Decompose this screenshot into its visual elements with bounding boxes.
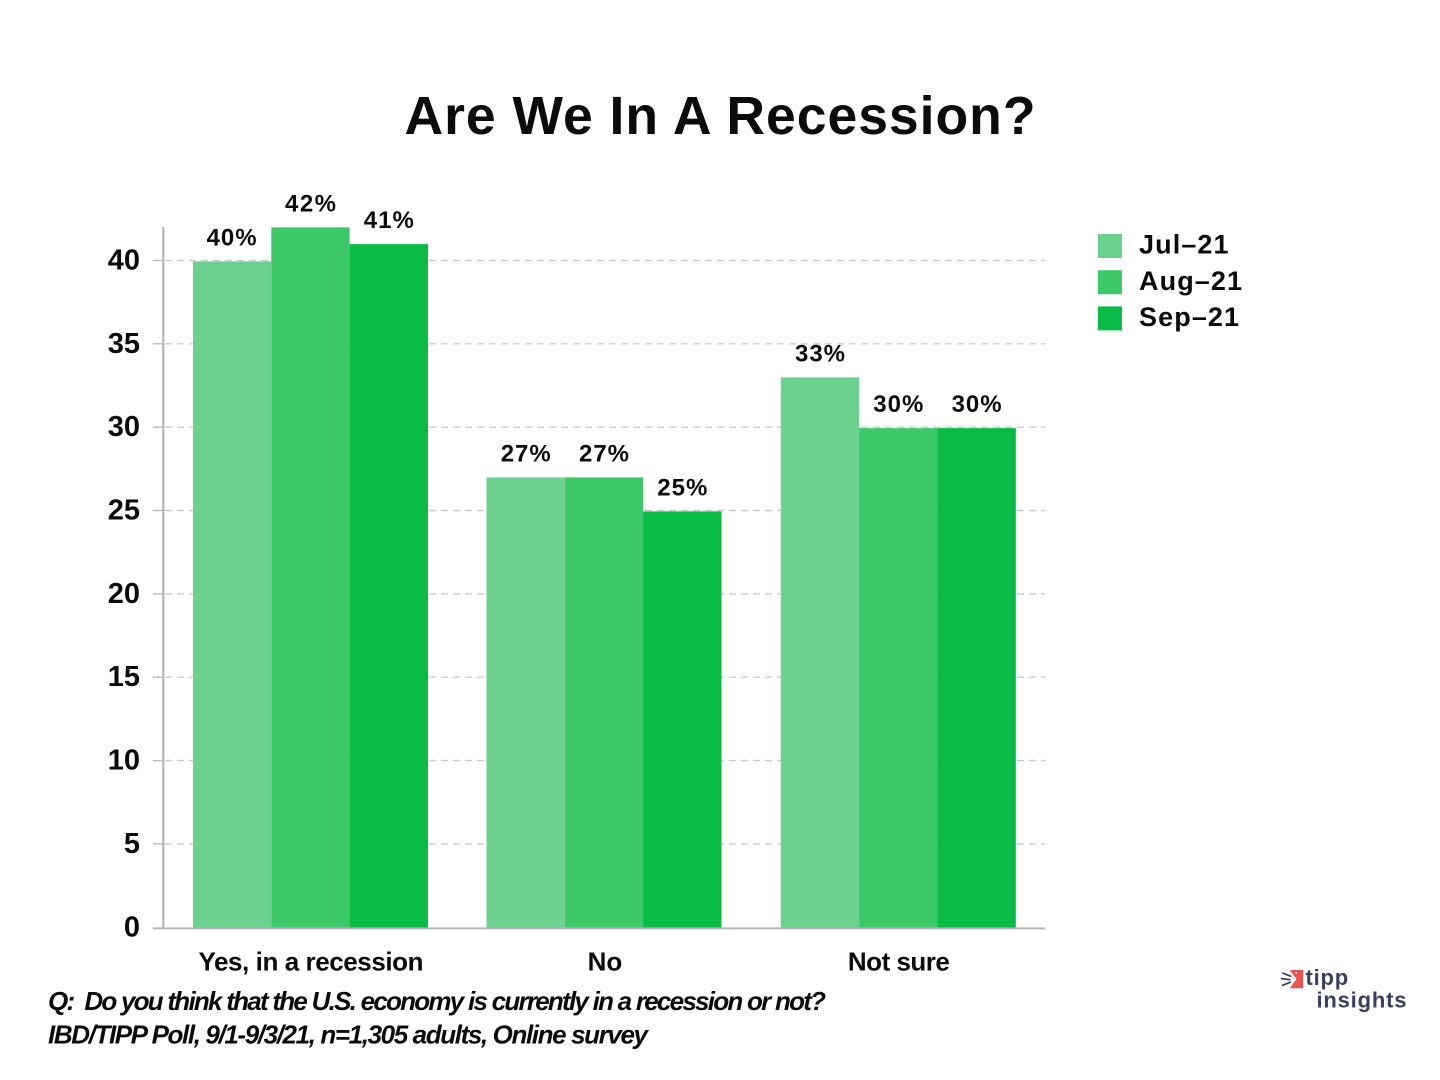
svg-text:15: 15 [108,661,140,693]
svg-text:35: 35 [108,328,140,360]
svg-text:Yes, in a recession: Yes, in a recession [199,946,424,976]
svg-text:0: 0 [124,911,140,943]
svg-text:No: No [588,946,623,976]
svg-text:Jul–21: Jul–21 [1139,230,1230,260]
svg-text:Sep–21: Sep–21 [1139,302,1240,332]
svg-text:30%: 30% [873,391,923,418]
svg-text:Are We In A Recession?: Are We In A Recession? [405,87,1036,146]
svg-text:42%: 42% [285,191,336,218]
svg-text:Not sure: Not sure [848,946,950,976]
svg-text:insights: insights [1317,988,1408,1013]
svg-text:10: 10 [108,745,140,777]
svg-text:41%: 41% [364,207,414,234]
svg-text:25%: 25% [657,475,707,502]
svg-text:40%: 40% [207,224,257,251]
svg-text:30%: 30% [952,391,1002,418]
svg-text:40: 40 [108,245,140,277]
svg-text:27%: 27% [501,441,551,468]
svg-text:Q: Do you think that the U.S.: Q: Do you think that the U.S. economy is… [48,986,826,1016]
svg-text:tipp: tipp [1306,965,1350,990]
svg-text:25: 25 [108,495,140,527]
svg-text:30: 30 [108,411,140,443]
svg-text:27%: 27% [579,441,629,468]
svg-text:Aug–21: Aug–21 [1139,266,1243,296]
svg-text:20: 20 [108,578,140,610]
svg-text:IBD/TIPP Poll, 9/1-9/3/21, n=1: IBD/TIPP Poll, 9/1-9/3/21, n=1,305 adult… [48,1020,650,1050]
svg-text:33%: 33% [795,341,845,368]
svg-text:5: 5 [124,828,140,860]
